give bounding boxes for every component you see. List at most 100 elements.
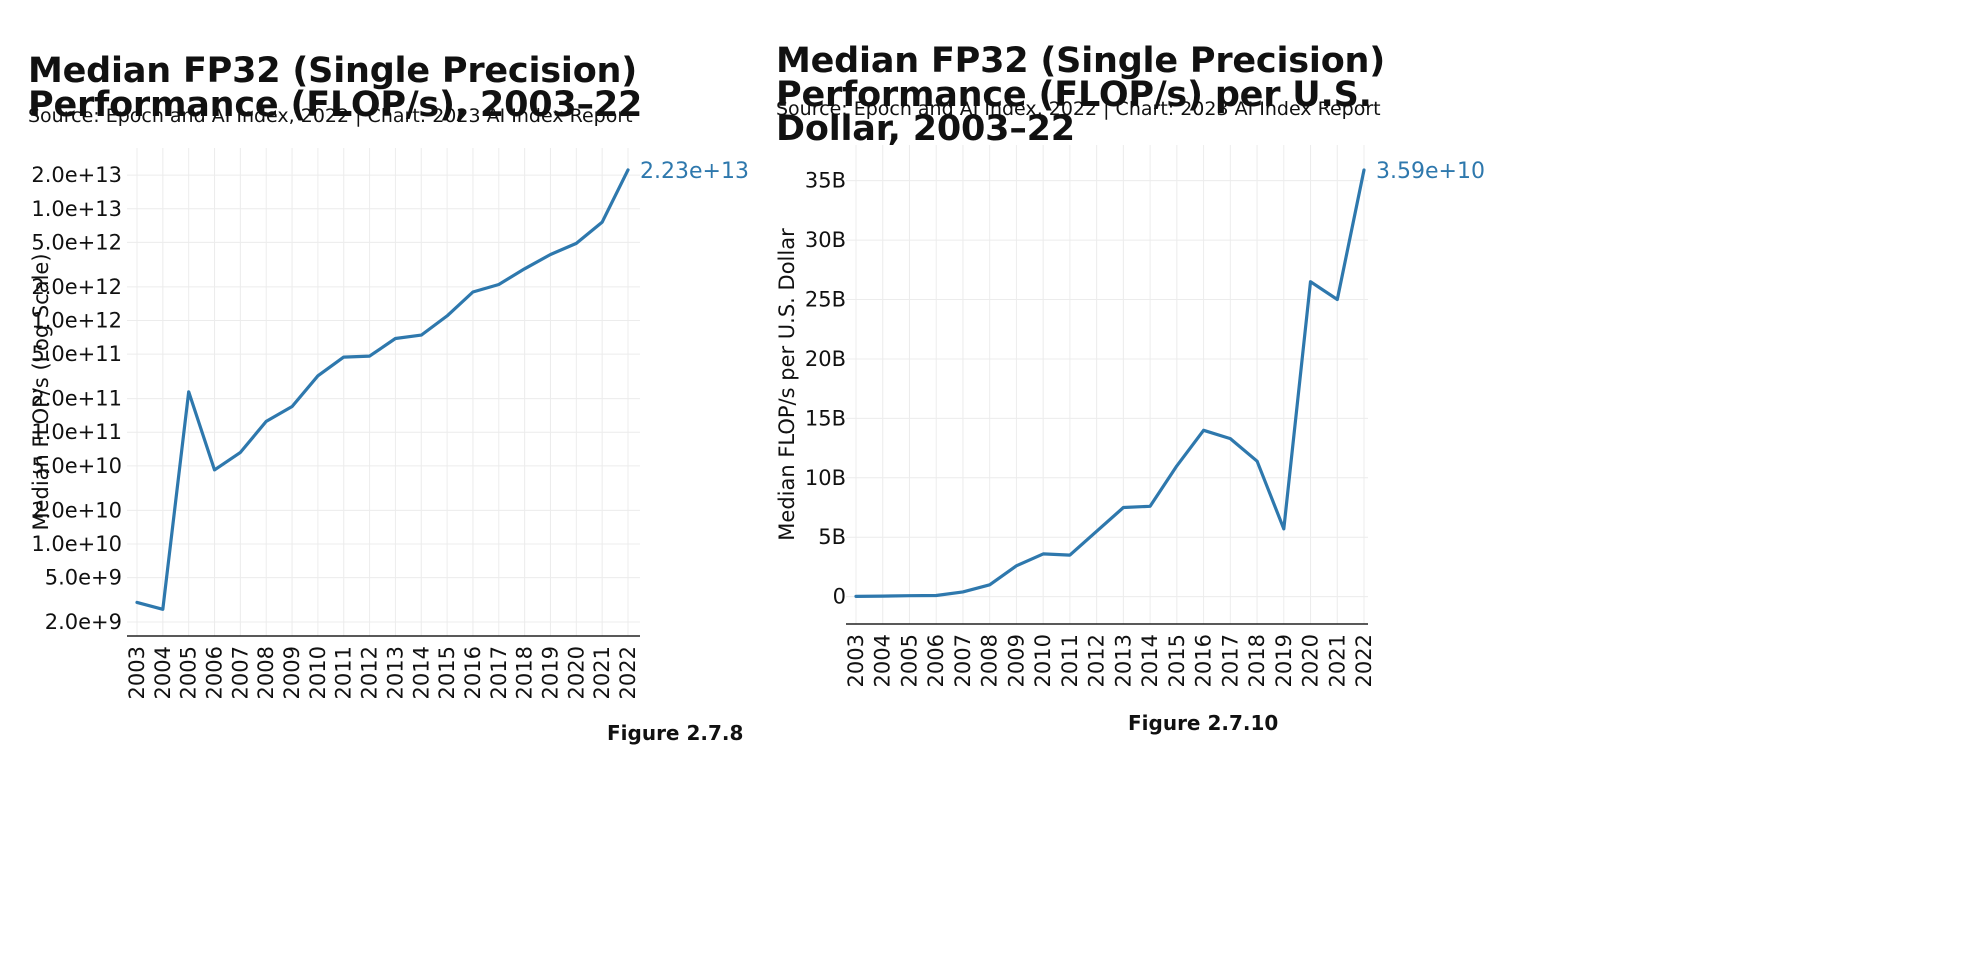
x-tick-label: 2021 (590, 646, 614, 699)
data-point (497, 283, 501, 287)
data-point (574, 241, 578, 245)
data-point (934, 593, 938, 597)
x-tick-label: 2016 (461, 646, 485, 699)
x-tick-label: 2022 (616, 646, 640, 699)
data-point (393, 337, 397, 341)
chart-source: Source: Epoch and AI Index, 2022 | Chart… (776, 98, 1381, 120)
data-point (1041, 552, 1045, 556)
gridlines (846, 145, 1368, 624)
y-tick-label: 2.0e+10 (31, 498, 122, 522)
x-tick-label: 2016 (1192, 634, 1216, 687)
y-tick-label: 20B (805, 347, 846, 371)
chart-title: Median FP32 (Single Precision) Performan… (776, 41, 1386, 149)
data-point (264, 419, 268, 423)
y-tick-label: 35B (805, 169, 846, 193)
chart-title: Median FP32 (Single Precision) Performan… (28, 51, 643, 125)
x-tick-label: 2022 (1352, 634, 1376, 687)
x-tick-label: 2011 (1058, 634, 1082, 687)
x-tick-label: 2008 (978, 634, 1002, 687)
x-tick-label: 2006 (203, 646, 227, 699)
x-tick-label: 2017 (487, 646, 511, 699)
x-tick-label: 2015 (1165, 634, 1189, 687)
data-point (213, 468, 217, 472)
data-point (523, 267, 527, 271)
x-tick-label: 2019 (1272, 634, 1296, 687)
y-axis-title: Median FLOP/s (Log Scale) (29, 253, 53, 530)
data-point (1309, 280, 1313, 284)
y-tick-label: 2.0e+13 (31, 163, 122, 187)
data-point (1335, 298, 1339, 302)
data-point (988, 583, 992, 587)
y-tick-label: 5.0e+11 (31, 342, 122, 366)
data-point (316, 374, 320, 378)
end-value-label: 2.23e+13 (640, 159, 749, 184)
x-tick-label: 2020 (564, 646, 588, 699)
x-tick-label: 2009 (280, 646, 304, 699)
y-tick-label: 1.0e+10 (31, 532, 122, 556)
x-tick-label: 2011 (332, 646, 356, 699)
x-tick-label: 2020 (1299, 634, 1323, 687)
data-point (471, 290, 475, 294)
x-tick-label: 2004 (151, 646, 175, 699)
figure-label: Figure 2.7.10 (1128, 711, 1279, 735)
series-line (854, 168, 1366, 599)
data-point (1014, 564, 1018, 568)
data-point (1362, 168, 1366, 172)
y-tick-label: 5.0e+10 (31, 454, 122, 478)
y-tick-label: 1.0e+11 (31, 420, 122, 444)
data-point (907, 594, 911, 598)
y-tick-label: 0 (833, 585, 846, 609)
data-point (854, 594, 858, 598)
data-point (135, 600, 139, 604)
x-tick-label: 2012 (1085, 634, 1109, 687)
x-tick-label: 2013 (1111, 634, 1135, 687)
data-point (600, 220, 604, 224)
series-line (135, 168, 630, 611)
y-tick-label: 2.0e+11 (31, 387, 122, 411)
x-tick-label: 2010 (306, 646, 330, 699)
data-point (419, 333, 423, 337)
y-tick-label: 5.0e+9 (45, 566, 122, 590)
end-value-label: 3.59e+10 (1376, 159, 1485, 184)
x-tick-label: 2010 (1031, 634, 1055, 687)
x-tick-label: 2007 (228, 646, 252, 699)
y-tick-label: 10B (805, 466, 846, 490)
data-point (1282, 527, 1286, 531)
x-tick-label: 2021 (1325, 634, 1349, 687)
chart-left-svg: 2.0e+9 5.0e+9 1.0e+10 2.0e+10 5.0e+10 1.0e+11… (29, 148, 749, 699)
data-point (187, 390, 191, 394)
x-tick-label: 2006 (924, 634, 948, 687)
x-tick-label: 2007 (951, 634, 975, 687)
x-tick-label: 2005 (897, 634, 921, 687)
x-tick-label: 2018 (513, 646, 537, 699)
data-point (1202, 428, 1206, 432)
y-axis-title: Median FLOP/s per U.S. Dollar (775, 228, 799, 541)
x-tick-label: 2012 (358, 646, 382, 699)
x-tick-label: 2014 (409, 646, 433, 699)
data-point (1148, 504, 1152, 508)
y-tick-label: 5B (818, 525, 846, 549)
y-tick-label: 1.0e+12 (31, 309, 122, 333)
y-tick-label: 2.0e+9 (45, 610, 122, 634)
y-tick-label: 15B (805, 406, 846, 430)
chart-panel-right: Median FP32 (Single Precision) Performan… (775, 0, 1982, 971)
data-point (1175, 464, 1179, 468)
x-tick-label: 2009 (1004, 634, 1028, 687)
y-tick-label: 2.0e+12 (31, 275, 122, 299)
chart-panel-left: Median FP32 (Single Precision) Performan… (0, 0, 990, 971)
data-point (961, 590, 965, 594)
data-point (290, 404, 294, 408)
data-point (445, 314, 449, 318)
data-point (1095, 529, 1099, 533)
x-tick-label: 2004 (871, 634, 895, 687)
data-point (342, 355, 346, 359)
x-tick-label: 2013 (383, 646, 407, 699)
x-tick-label: 2014 (1138, 634, 1162, 687)
x-tick-label: 2003 (125, 646, 149, 699)
x-tick-label: 2003 (844, 634, 868, 687)
data-point (548, 252, 552, 256)
data-point (238, 450, 242, 454)
data-point (1255, 459, 1259, 463)
figure-label: Figure 2.7.8 (607, 721, 744, 745)
x-tick-label: 2015 (435, 646, 459, 699)
